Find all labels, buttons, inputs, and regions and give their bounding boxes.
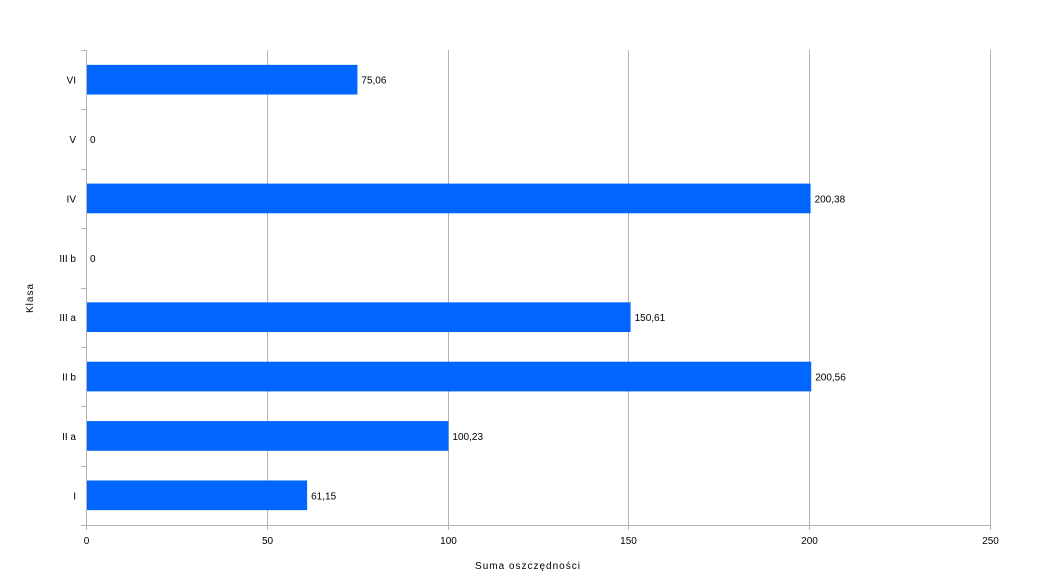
y-axis-title: Klasa bbox=[25, 283, 36, 313]
x-tick-label: 150 bbox=[620, 536, 637, 547]
bar-value-label: 61,15 bbox=[311, 491, 336, 502]
x-tick-label: 250 bbox=[982, 536, 999, 547]
y-tick-label: III b bbox=[59, 254, 76, 265]
y-tick-label: V bbox=[69, 135, 76, 146]
bar bbox=[87, 183, 811, 214]
y-tick-label: II a bbox=[62, 432, 76, 443]
bar-value-label: 0 bbox=[90, 254, 96, 265]
bar-value-label: 75,06 bbox=[361, 76, 386, 87]
bar-value-label: 200,56 bbox=[815, 373, 846, 384]
x-axis-title: Suma oszczędności bbox=[475, 561, 581, 572]
bar-value-label: 100,23 bbox=[452, 432, 483, 443]
bar-value-label: 200,38 bbox=[815, 194, 846, 205]
y-tick-label: II b bbox=[62, 373, 76, 384]
bar-value-label: 0 bbox=[90, 135, 96, 146]
bars bbox=[87, 64, 812, 511]
bar-value-label: 150,61 bbox=[635, 313, 666, 324]
x-tick-label: 100 bbox=[440, 536, 457, 547]
bar bbox=[87, 421, 449, 451]
bar bbox=[87, 480, 308, 511]
bar bbox=[87, 302, 631, 333]
x-tick-label: 50 bbox=[262, 536, 274, 547]
bar bbox=[87, 64, 358, 95]
x-tick-label: 0 bbox=[84, 536, 90, 547]
x-tick-label: 200 bbox=[801, 536, 818, 547]
y-tick-label: I bbox=[73, 491, 76, 502]
bar bbox=[87, 361, 812, 392]
y-tick-label: VI bbox=[67, 76, 76, 87]
data-labels: 61,15 100,23 200,56 150,61 0 200,38 0 75,06 bbox=[90, 76, 846, 503]
y-tick-label: III a bbox=[59, 313, 76, 324]
y-tick-label: IV bbox=[67, 194, 77, 205]
grid-lines bbox=[267, 50, 991, 525]
